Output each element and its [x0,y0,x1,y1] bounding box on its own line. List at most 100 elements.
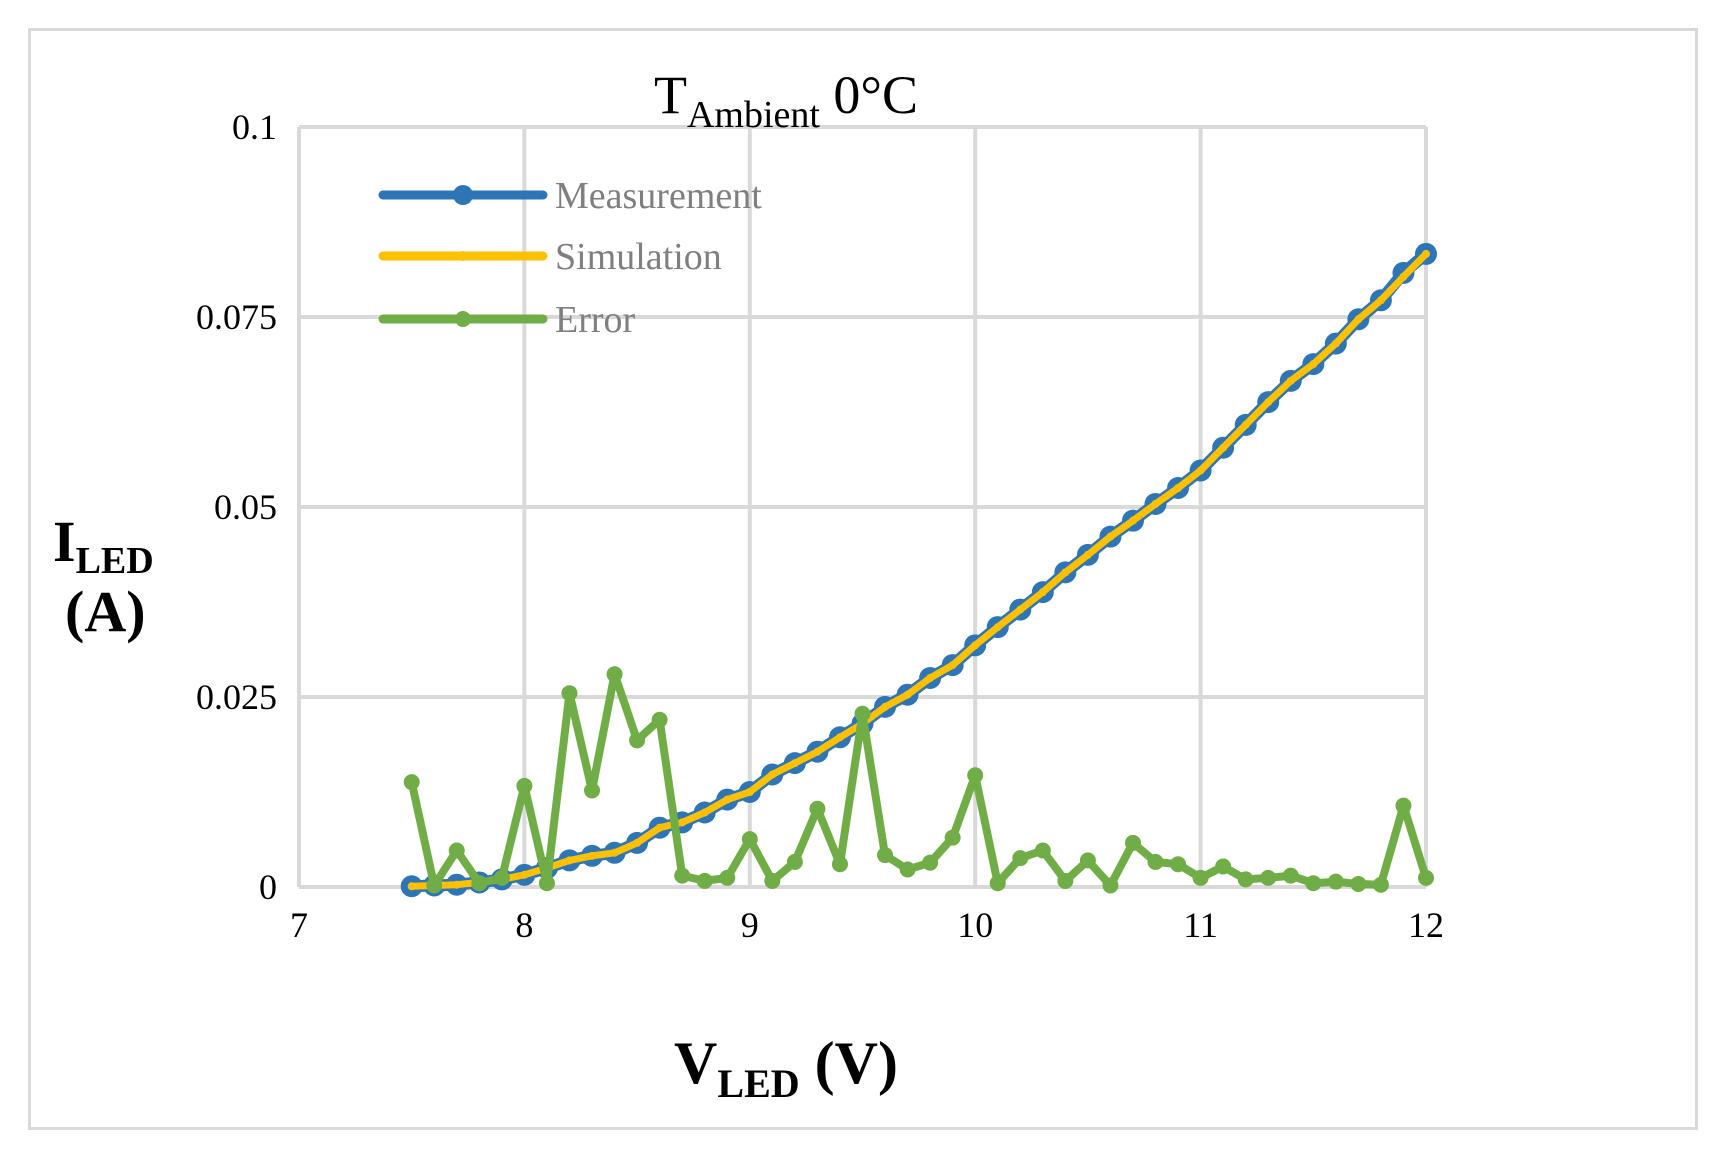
data-point-simulation [565,856,574,865]
data-point-error [629,732,646,749]
data-point-simulation [1286,376,1295,385]
data-point-error [1260,869,1277,886]
y-axis-label: ILED [53,509,154,582]
data-point-simulation [610,848,619,857]
data-point-simulation [1083,550,1092,559]
data-point-error [1192,869,1209,886]
data-point-simulation [1128,516,1137,525]
data-point-error [831,856,848,873]
data-point-simulation [700,808,709,817]
data-point-simulation [768,770,777,779]
x-tick-label: 7 [290,905,308,945]
gridlines [299,125,1428,887]
data-point-error [764,872,781,889]
data-point-error [1124,834,1141,851]
data-point-error [696,872,713,889]
legend-item-error[interactable]: Error [378,299,636,341]
legend-label-simulation: Simulation [555,236,722,278]
data-point-simulation [452,880,461,889]
data-point-simulation [1016,605,1025,614]
legend-marker-simulation [458,251,468,261]
data-point-simulation [1061,568,1070,577]
series-layer [400,242,1437,898]
data-point-simulation [813,747,822,756]
data-point-error [516,777,533,794]
data-point-error [1372,876,1389,893]
data-point-simulation [790,759,799,768]
y-tick-label: 0.025 [196,677,277,717]
legend-label-error: Error [555,299,636,341]
data-point-error [448,842,465,859]
data-point-simulation [1399,272,1408,281]
data-point-error [1350,875,1367,892]
y-tick-label: 0 [259,867,277,907]
legend: Measurement Simulation Error [378,175,762,341]
x-tick-label: 8 [515,905,533,945]
data-point-simulation [1174,484,1183,492]
x-tick-label: 9 [741,905,759,945]
legend-item-simulation[interactable]: Simulation [378,236,722,278]
legend-marker-error [455,311,471,327]
y-axis-label-unit: (A) [65,579,146,644]
legend-item-measurement[interactable]: Measurement [378,175,762,217]
x-axis-label-sub: LED [717,1061,799,1106]
legend-label-measurement: Measurement [555,175,762,217]
data-point-error [606,666,623,683]
data-point-error [741,831,758,848]
data-point-simulation [948,661,957,670]
data-point-simulation [1309,360,1318,369]
data-point-simulation [1376,296,1385,305]
data-point-error [719,869,736,886]
data-point-error [989,875,1006,892]
data-point-error [1418,869,1434,886]
data-point-simulation [835,733,844,742]
data-point-error [967,767,984,784]
data-point-error [1170,856,1187,873]
data-point-simulation [1038,588,1047,597]
series-error [403,666,1434,894]
data-point-simulation [1106,532,1115,541]
data-point-error [1057,872,1074,889]
data-point-simulation [1422,249,1430,258]
data-point-error [854,705,871,722]
x-tick-label: 10 [957,905,993,945]
data-point-simulation [1331,339,1340,348]
x-tick-label: 12 [1408,905,1444,945]
data-point-simulation [520,870,529,879]
data-point-error [403,774,420,791]
data-point-error [651,711,668,728]
data-point-simulation [1241,420,1250,429]
x-tick-label: 11 [1183,905,1218,945]
data-point-error [1237,871,1254,888]
series-line-measurement [405,247,1432,893]
data-point-simulation [407,882,416,891]
data-point-simulation [633,838,642,847]
data-point-simulation [971,641,980,650]
data-point-simulation [588,851,597,860]
y-tick-label: 0.05 [214,487,277,527]
tick-labels: 7 8 9 10 11 12 0 0.025 0.05 0.075 0.1 [196,107,1444,945]
y-tick-label: 0.1 [232,107,277,147]
data-point-simulation [903,690,912,699]
data-point-simulation [993,623,1002,632]
data-point-error [471,875,488,892]
line-chart: 7 8 9 10 11 12 0 0.025 0.05 0.075 0.1 TAmbient 0°C… [53,65,1444,1106]
data-point-error [584,782,601,799]
chart-title: TAmbient 0°C [654,65,918,136]
data-point-error [674,867,691,884]
x-axis-label: VLED (V) [674,1030,898,1106]
y-axis-label-sub: LED [76,540,154,582]
data-point-simulation [678,818,687,827]
data-point-simulation [745,788,754,796]
data-point-error [786,853,803,870]
data-point-error [1147,853,1164,870]
data-point-error [1305,875,1322,892]
data-point-simulation [1151,499,1160,508]
data-point-error [493,869,510,886]
data-point-error [899,861,916,878]
x-axis-label-rest: (V) [800,1030,898,1096]
data-point-simulation [1264,398,1273,407]
legend-marker-measurement [453,185,473,205]
data-point-simulation [655,823,664,832]
chart-title-sub: Ambient [687,94,820,136]
